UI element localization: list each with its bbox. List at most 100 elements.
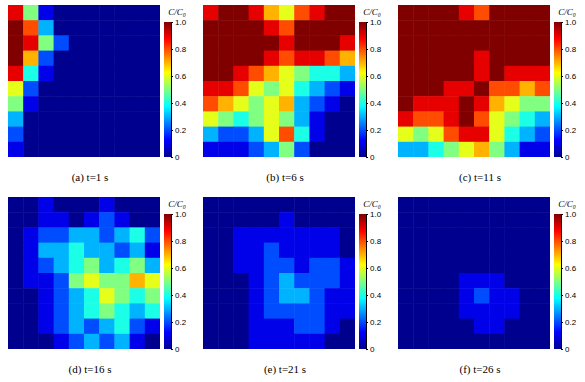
tick-label: 0 (565, 153, 570, 162)
cell (114, 227, 130, 243)
cell (309, 35, 325, 51)
cell (114, 96, 130, 112)
cell (279, 288, 295, 304)
cell (84, 273, 100, 289)
cell (233, 258, 249, 274)
cell (535, 288, 550, 304)
tick-label: 0.2 (565, 318, 577, 327)
cell (398, 334, 414, 349)
cell (309, 142, 325, 157)
cell (459, 212, 475, 228)
cell (38, 319, 54, 335)
cell (203, 111, 219, 127)
tick: 0.6 (366, 72, 382, 81)
cell (444, 197, 460, 213)
cell (398, 288, 414, 304)
cell (309, 5, 325, 21)
cell (23, 258, 39, 274)
cell (8, 127, 24, 143)
cell (145, 243, 160, 259)
cell (264, 20, 280, 36)
cell (69, 81, 85, 97)
cell (459, 127, 475, 143)
cell (504, 288, 520, 304)
tick-label: 0.4 (175, 99, 187, 108)
cell (84, 66, 100, 82)
cell (428, 212, 444, 228)
cell (8, 66, 24, 82)
cell (474, 243, 490, 259)
cell (474, 273, 490, 289)
cell (520, 127, 536, 143)
cell (398, 35, 414, 51)
cell (249, 303, 265, 319)
cell (69, 5, 85, 21)
cell (413, 96, 429, 112)
panel: 00.20.40.60.81.0C/C₀(d) t=16 s (8, 197, 187, 376)
cell (203, 20, 219, 36)
cell (203, 35, 219, 51)
cell (279, 197, 295, 213)
cell (69, 142, 85, 157)
cell (38, 258, 54, 274)
cell (130, 212, 146, 228)
cell (444, 66, 460, 82)
tick-mark (171, 241, 173, 242)
tick-label: 0.2 (565, 126, 577, 135)
cell (428, 127, 444, 143)
cell (114, 258, 130, 274)
tick-mark (561, 49, 563, 50)
cell (218, 35, 234, 51)
tick-label: 0.4 (370, 99, 382, 108)
cell (54, 334, 70, 349)
cell (130, 319, 146, 335)
cell (233, 66, 249, 82)
tick: 1.0 (561, 210, 577, 219)
tick-mark (171, 295, 173, 296)
cell (279, 127, 295, 143)
cell (218, 111, 234, 127)
cell (249, 51, 265, 67)
cell (279, 81, 295, 97)
colorbar-label: C/C₀ (363, 199, 381, 209)
cell (413, 227, 429, 243)
cell (233, 127, 249, 143)
cell (398, 243, 414, 259)
tick-mark (561, 130, 563, 131)
cell (130, 20, 146, 36)
cell (459, 227, 475, 243)
cell (114, 5, 130, 21)
cell (489, 227, 505, 243)
cell (38, 20, 54, 36)
cell (340, 66, 355, 82)
cell (398, 197, 414, 213)
caption: (e) t=21 s (264, 363, 306, 376)
caption: (a) t=1 s (72, 171, 109, 184)
cell (535, 212, 550, 228)
cell (54, 288, 70, 304)
cell (38, 35, 54, 51)
cell (218, 66, 234, 82)
cell (294, 212, 310, 228)
cell (459, 273, 475, 289)
cell (520, 35, 536, 51)
cell (279, 227, 295, 243)
cell (309, 288, 325, 304)
cell (444, 35, 460, 51)
cell (130, 142, 146, 157)
cell (249, 81, 265, 97)
cell (520, 227, 536, 243)
tick-mark (171, 22, 173, 23)
tick-mark (366, 349, 368, 350)
cell (145, 5, 160, 21)
tick-mark (366, 322, 368, 323)
cell (54, 66, 70, 82)
cell (264, 334, 280, 349)
cell (233, 288, 249, 304)
cell (520, 288, 536, 304)
cell (413, 35, 429, 51)
cell (520, 111, 536, 127)
cell (535, 5, 550, 21)
cell (84, 319, 100, 335)
cell (38, 127, 54, 143)
